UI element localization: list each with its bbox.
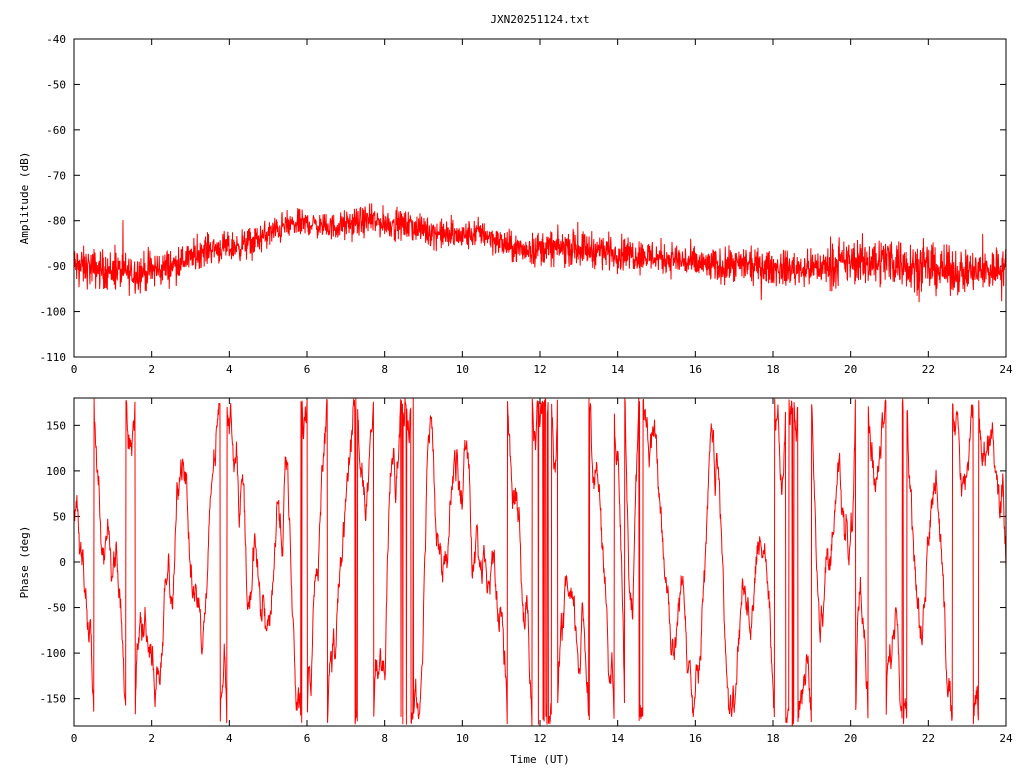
- amplitude-x-tick-label: 10: [456, 363, 469, 376]
- amplitude-series-line: [73, 203, 1007, 303]
- amplitude-y-axis-label: Amplitude (dB): [18, 152, 31, 245]
- amplitude-y-tick-label: -70: [46, 169, 66, 182]
- phase-x-tick-label: 8: [381, 732, 388, 745]
- amplitude-x-tick-label: 20: [844, 363, 857, 376]
- amplitude-plot-frame: [73, 38, 1007, 358]
- phase-y-tick-label: 100: [46, 465, 66, 478]
- amplitude-y-tick-label: -40: [46, 33, 66, 46]
- amplitude-x-tick-label: 0: [71, 363, 78, 376]
- phase-y-tick-label: -150: [40, 693, 67, 706]
- amplitude-x-tick-label: 8: [381, 363, 388, 376]
- amplitude-y-tick-label: -100: [40, 306, 67, 319]
- amplitude-x-tick-labels: 0 2 4 6 8 10 12 14 16 18 20 22 24: [71, 363, 1013, 376]
- phase-x-tick-label: 22: [922, 732, 935, 745]
- amplitude-y-tick-label: -90: [46, 260, 66, 273]
- phase-x-tick-label: 2: [148, 732, 155, 745]
- amplitude-x-tick-label: 4: [226, 363, 233, 376]
- phase-y-tick-label: 150: [46, 419, 66, 432]
- phase-y-tick-label: 0: [59, 556, 66, 569]
- phase-x-tick-label: 20: [844, 732, 857, 745]
- phase-y-tick-label: -50: [46, 602, 66, 615]
- phase-y-tick-label: -100: [40, 647, 67, 660]
- amplitude-x-tick-label: 22: [922, 363, 935, 376]
- amplitude-y-tick-label: -80: [46, 215, 66, 228]
- phase-x-tick-label: 18: [766, 732, 779, 745]
- amplitude-x-tick-label: 12: [533, 363, 546, 376]
- phase-tick-marks: [73, 398, 1007, 726]
- amplitude-x-tick-label: 14: [611, 363, 625, 376]
- amplitude-x-tick-label: 24: [999, 363, 1013, 376]
- phase-x-tick-label: 6: [304, 732, 311, 745]
- phase-x-tick-label: 16: [689, 732, 702, 745]
- amplitude-y-tick-label: -50: [46, 78, 66, 91]
- phase-series-line: [73, 398, 1007, 726]
- phase-y-tick-label: 50: [53, 510, 66, 523]
- amplitude-y-tick-label: -60: [46, 124, 66, 137]
- phase-x-tick-label: 12: [533, 732, 546, 745]
- phase-x-tick-label: 10: [456, 732, 469, 745]
- phase-x-tick-labels: 0 2 4 6 8 10 12 14 16 18 20 22 24: [71, 732, 1013, 745]
- phase-y-tick-labels: 150 100 50 0 -50 -100 -150: [40, 419, 67, 705]
- phase-x-tick-label: 14: [611, 732, 625, 745]
- x-axis-label: Time (UT): [510, 753, 570, 766]
- amplitude-x-tick-label: 2: [148, 363, 155, 376]
- amplitude-x-tick-label: 6: [304, 363, 311, 376]
- phase-x-tick-label: 0: [71, 732, 78, 745]
- phase-y-axis-label: Phase (deg): [18, 526, 31, 599]
- amplitude-x-tick-label: 16: [689, 363, 702, 376]
- amplitude-y-tick-labels: -40 -50 -60 -70 -80 -90 -100 -110: [40, 33, 67, 364]
- phase-x-tick-label: 4: [226, 732, 233, 745]
- phase-x-tick-label: 24: [999, 732, 1013, 745]
- phase-series: [73, 398, 1007, 726]
- amplitude-series: [73, 203, 1007, 303]
- amplitude-y-tick-label: -110: [40, 351, 67, 364]
- amplitude-tick-marks: [73, 38, 1007, 358]
- phase-plot-frame: [73, 397, 1007, 727]
- amplitude-panel: -40-50-60-70-80-90-100-110 0 2 4 6 8 10 12 14 16…: [18, 33, 1013, 376]
- amplitude-x-tick-label: 18: [766, 363, 779, 376]
- chart-title: JXN20251124.txt: [490, 13, 589, 26]
